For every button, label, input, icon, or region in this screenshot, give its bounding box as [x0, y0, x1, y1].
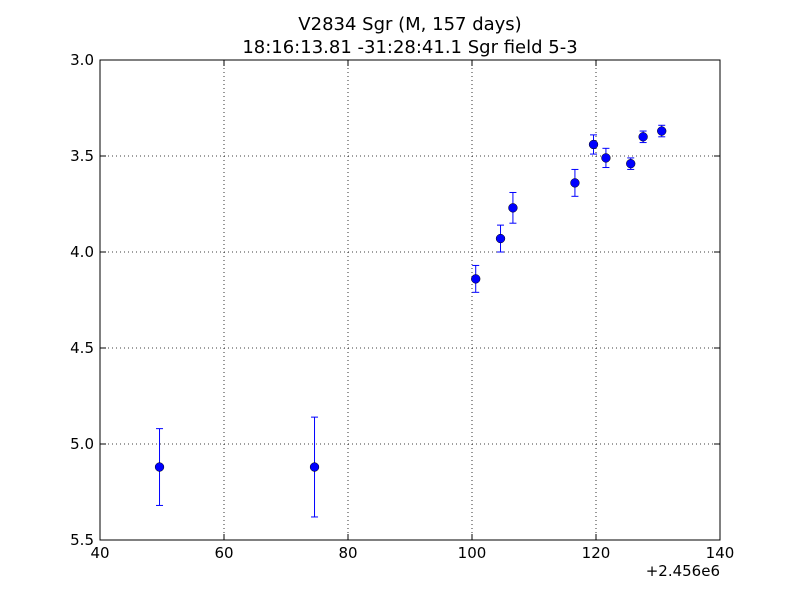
data-points [154, 126, 667, 472]
x-tick-label: 80 [338, 544, 357, 562]
tick-labels: 40 60 80 100 120 140 3.0 3.5 4.0 4.5 5.0 5.5 [70, 51, 734, 562]
data-point [154, 462, 165, 472]
plot-frame [99, 59, 721, 541]
x-tick-label: 40 [90, 544, 109, 562]
chart-title: V2834 Sgr (M, 157 days) [298, 14, 521, 35]
y-tick-label: 5.0 [70, 435, 94, 453]
y-tick-label: 4.0 [70, 243, 94, 261]
x-axis-offset-label: +2.456e6 [646, 562, 720, 580]
y-tick-label: 3.0 [70, 51, 94, 69]
data-point [309, 462, 320, 472]
y-tick-label: 5.5 [70, 531, 94, 549]
x-tick-label: 60 [214, 544, 233, 562]
data-point [471, 274, 481, 284]
data-point [570, 178, 580, 188]
data-point [657, 126, 667, 136]
y-tick-label: 4.5 [70, 339, 94, 357]
x-tick-label: 120 [582, 544, 611, 562]
x-tick-label: 140 [706, 544, 735, 562]
data-point [601, 153, 611, 163]
plot-area [100, 60, 720, 540]
data-point [588, 139, 599, 150]
data-point [638, 132, 648, 142]
x-tick-label: 100 [458, 544, 487, 562]
data-point [495, 233, 506, 244]
y-tick-label: 3.5 [70, 147, 94, 165]
chart-subtitle: 18:16:13.81 -31:28:41.1 Sgr field 5-3 [242, 37, 577, 58]
data-point [508, 203, 518, 213]
data-point [626, 159, 636, 169]
